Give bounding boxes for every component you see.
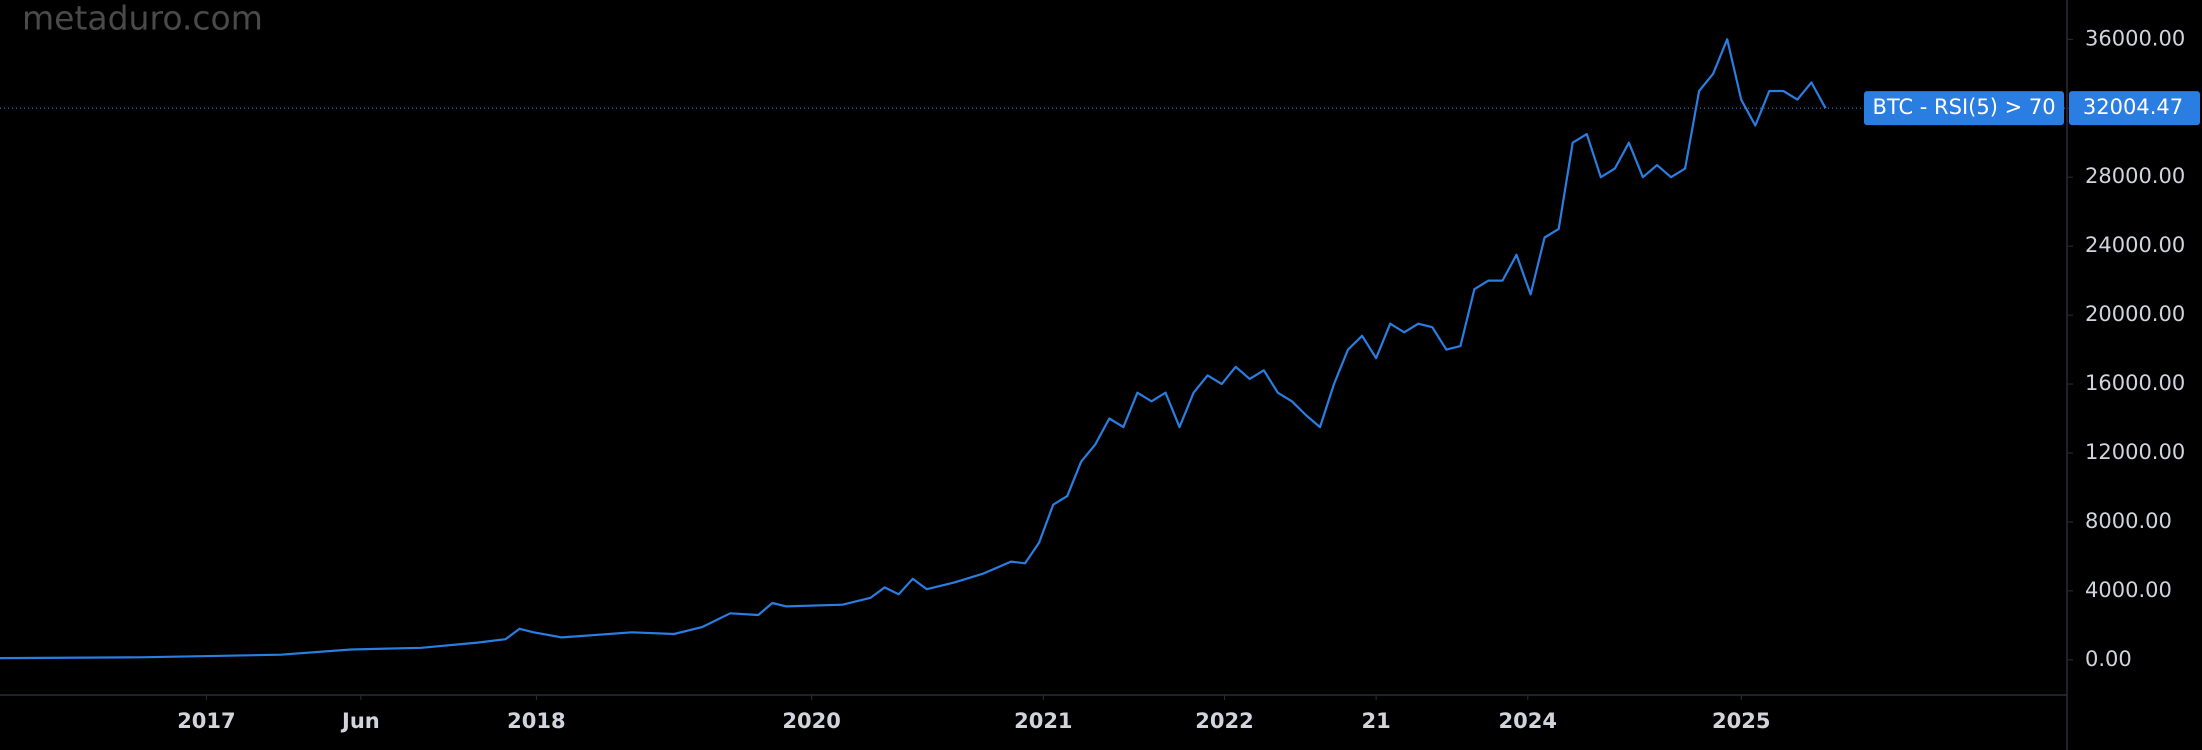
y-tick-label: 24000.00: [2085, 233, 2185, 257]
y-tick-label: 16000.00: [2085, 371, 2185, 395]
y-tick-label: 8000.00: [2085, 509, 2172, 533]
x-tick-label: 2018: [507, 709, 565, 733]
x-tick-label: 2017: [177, 709, 235, 733]
y-tick-label: 20000.00: [2085, 302, 2185, 326]
watermark: metaduro.com: [22, 0, 263, 38]
series-name-tag: [1864, 91, 2064, 126]
y-tick-label: 36000.00: [2085, 26, 2185, 50]
y-tick-label: 4000.00: [2085, 578, 2172, 602]
last-price-label: 32004.47: [2083, 95, 2183, 119]
y-tick-label: 28000.00: [2085, 164, 2185, 188]
x-tick-label: 2022: [1195, 709, 1253, 733]
x-tick-label: 2020: [782, 709, 840, 733]
x-tick-label: 2025: [1712, 709, 1770, 733]
x-tick-label: 2021: [1014, 709, 1072, 733]
y-tick-label: 12000.00: [2085, 440, 2185, 464]
x-tick-label: 2024: [1499, 709, 1557, 733]
x-tick-label: 21: [1362, 709, 1391, 733]
price-line: [0, 38, 1827, 660]
y-tick-label: 0.00: [2085, 647, 2132, 671]
series-name: BTC - RSI(5) > 70: [1872, 95, 2055, 119]
x-tick-label: Jun: [340, 709, 380, 733]
last-price-tag: [2069, 91, 2200, 126]
